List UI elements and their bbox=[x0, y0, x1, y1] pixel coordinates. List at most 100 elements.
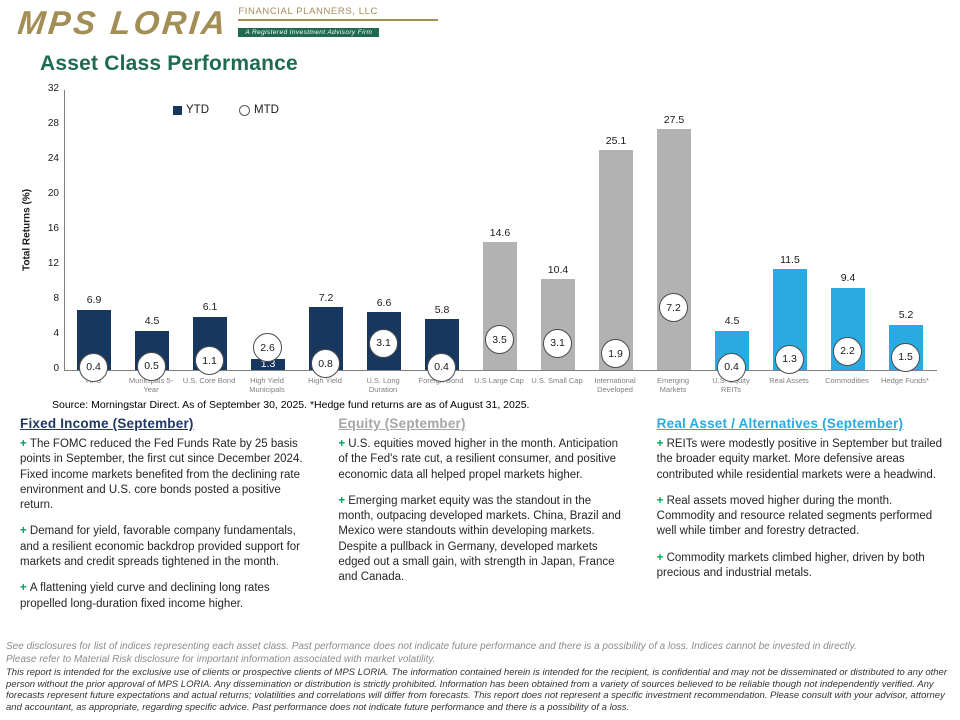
commentary-paragraph: + U.S. equities moved higher in the mont… bbox=[338, 438, 619, 481]
real-asset-heading: Real Asset / Alternatives (September) bbox=[656, 416, 904, 431]
plus-bullet-icon: + bbox=[20, 582, 30, 595]
logo-subtitle: FINANCIAL PLANNERS, LLC bbox=[238, 6, 438, 21]
disclosure-line-2: Please refer to Material Risk disclosure… bbox=[6, 653, 436, 665]
mtd-marker: 2.6 bbox=[253, 333, 282, 363]
mtd-marker: 0.8 bbox=[311, 349, 340, 378]
x-axis-category-label: International Developed bbox=[594, 376, 636, 395]
ytd-value-label: 14.6 bbox=[489, 226, 511, 239]
ytd-value-label: 10.4 bbox=[547, 263, 569, 276]
bar-group: 14.6 3.5 bbox=[471, 90, 529, 370]
ytd-value-label: 5.2 bbox=[898, 309, 914, 321]
fine-print: This report is intended for the exclusiv… bbox=[6, 667, 948, 713]
source-note: Source: Morningstar Direct. As of Septem… bbox=[52, 399, 530, 411]
y-axis-tick: 0 bbox=[53, 363, 59, 374]
equity-heading: Equity (September) bbox=[338, 416, 466, 431]
ytd-value-label: 5.8 bbox=[434, 303, 450, 316]
commentary-paragraph: + A flattening yield curve and declining… bbox=[20, 582, 270, 610]
y-axis: 0 4 8 12 16 20 24 28 32 bbox=[34, 84, 64, 374]
y-axis-tick: 4 bbox=[53, 328, 59, 339]
mtd-marker: 1.3 bbox=[775, 344, 804, 374]
commentary-paragraph: + The FOMC reduced the Fed Funds Rate by… bbox=[20, 438, 303, 512]
plus-bullet-icon: + bbox=[338, 494, 349, 507]
commentary-paragraph: + Commodity markets climbed higher, driv… bbox=[656, 551, 925, 579]
fixed-income-column: Fixed Income (September) + The FOMC redu… bbox=[20, 416, 308, 623]
page-title: Asset Class Performance bbox=[40, 52, 298, 75]
y-axis-tick: 24 bbox=[47, 153, 59, 164]
bar-group: 4.5 0.5 bbox=[123, 90, 181, 381]
legend-item-mtd: MTD bbox=[239, 104, 279, 116]
plus-bullet-icon: + bbox=[338, 438, 349, 450]
ytd-value-label: 9.4 bbox=[840, 272, 856, 285]
asset-class-performance-chart: Total Returns (%) 0 4 8 12 16 20 24 28 32 YTD MT… bbox=[20, 84, 950, 395]
ytd-bar bbox=[251, 358, 285, 370]
x-axis-category-label: Emerging Markets bbox=[656, 376, 690, 395]
ytd-value-label: 6.9 bbox=[86, 294, 102, 307]
mtd-marker: 1.1 bbox=[195, 346, 224, 376]
mtd-marker: 3.1 bbox=[369, 328, 398, 358]
mtd-marker: 0.4 bbox=[717, 352, 746, 382]
disclosure-footer: See disclosures for list of indices repr… bbox=[6, 641, 954, 713]
ytd-value-label: 6.1 bbox=[202, 301, 218, 314]
ytd-value-label: 4.5 bbox=[144, 315, 160, 328]
commentary-columns: Fixed Income (September) + The FOMC redu… bbox=[20, 416, 945, 623]
plus-bullet-icon: + bbox=[656, 494, 667, 507]
disclosure-line-1: See disclosures for list of indices repr… bbox=[6, 641, 857, 652]
x-axis-category-label: U.S Large Cap bbox=[474, 376, 524, 385]
commentary-paragraph: + Emerging market equity was the standou… bbox=[338, 494, 621, 584]
mtd-marker: 0.5 bbox=[137, 351, 166, 381]
plus-bullet-icon: + bbox=[20, 438, 30, 450]
bar-group: 4.5 0.4 bbox=[703, 90, 761, 382]
x-axis-category-label: Hedge Funds* bbox=[881, 376, 929, 385]
commentary-paragraph: + REITs were modestly positive in Septem… bbox=[656, 438, 943, 481]
legend-item-ytd: YTD bbox=[173, 104, 209, 116]
legend-label-ytd: YTD bbox=[186, 104, 209, 116]
bar-group: 11.5 1.3 bbox=[761, 90, 819, 374]
y-axis-tick: 12 bbox=[47, 258, 59, 269]
mtd-marker: 1.5 bbox=[891, 342, 920, 372]
fixed-income-heading: Fixed Income (September) bbox=[20, 416, 194, 431]
commentary-paragraph: + Real assets moved higher during the mo… bbox=[656, 494, 933, 538]
x-axis-category-label: High Yield bbox=[308, 376, 342, 385]
plot-area: YTD MTD 6.9 0.4 4.5 0.5 6.1 1.1 1.3 2.6 7.2 0.8 6.… bbox=[64, 90, 937, 382]
ytd-value-label: 11.5 bbox=[780, 253, 800, 266]
y-axis-tick: 28 bbox=[47, 118, 59, 129]
y-axis-tick: 16 bbox=[47, 223, 59, 234]
bar-group: 10.4 3.1 bbox=[529, 90, 587, 370]
bar-group: 6.6 3.1 bbox=[355, 90, 413, 370]
mtd-marker: 3.1 bbox=[543, 328, 572, 358]
bar-group: 25.1 1.9 bbox=[587, 90, 645, 370]
ytd-value-label: 1.3 bbox=[260, 358, 276, 371]
mtd-marker: 0.4 bbox=[79, 352, 108, 382]
company-logo-header: MPS LORIA FINANCIAL PLANNERS, LLC A Regi… bbox=[16, 4, 438, 41]
mtd-marker: 3.5 bbox=[485, 325, 514, 355]
ytd-value-label: 4.5 bbox=[724, 315, 740, 328]
logo-tagline: A Registered Investment Advisory Firm bbox=[238, 28, 380, 37]
bar-group: 9.4 2.2 bbox=[819, 90, 877, 370]
y-axis-tick: 20 bbox=[47, 188, 59, 199]
y-axis-tick: 32 bbox=[47, 83, 59, 94]
ytd-value-label: 25.1 bbox=[605, 134, 627, 147]
bar-group: 6.9 0.4 bbox=[65, 90, 123, 382]
plus-bullet-icon: + bbox=[656, 551, 667, 564]
y-axis-tick: 8 bbox=[53, 293, 59, 304]
equity-column: Equity (September) + U.S. equities moved… bbox=[338, 416, 626, 623]
x-axis-category-label: High Yield Municipals bbox=[249, 376, 285, 395]
ytd-value-label: 6.6 bbox=[376, 296, 392, 309]
real-asset-alternatives-column: Real Asset / Alternatives (September) + … bbox=[657, 416, 945, 623]
ytd-bar bbox=[657, 129, 691, 370]
plus-bullet-icon: + bbox=[656, 438, 667, 450]
bar-group: 5.8 0.4 bbox=[413, 90, 471, 382]
ytd-bar bbox=[599, 150, 633, 370]
x-axis-category-label: U.S. Core Bond bbox=[182, 376, 236, 385]
mtd-marker: 2.2 bbox=[833, 336, 862, 366]
mtd-circle-marker-icon bbox=[239, 104, 250, 116]
bar-group: 27.5 7.2 bbox=[645, 90, 703, 370]
x-axis-category-label: U.S. Small Cap bbox=[531, 376, 583, 385]
ytd-value-label: 27.5 bbox=[663, 113, 685, 126]
mtd-marker: 0.4 bbox=[427, 352, 456, 382]
chart-legend: YTD MTD bbox=[173, 104, 279, 116]
bar-group: 6.1 1.1 bbox=[181, 90, 239, 376]
commentary-paragraph: + Demand for yield, favorable company fu… bbox=[20, 525, 300, 568]
x-axis-category-label: U.S. Long Duration bbox=[366, 376, 400, 395]
